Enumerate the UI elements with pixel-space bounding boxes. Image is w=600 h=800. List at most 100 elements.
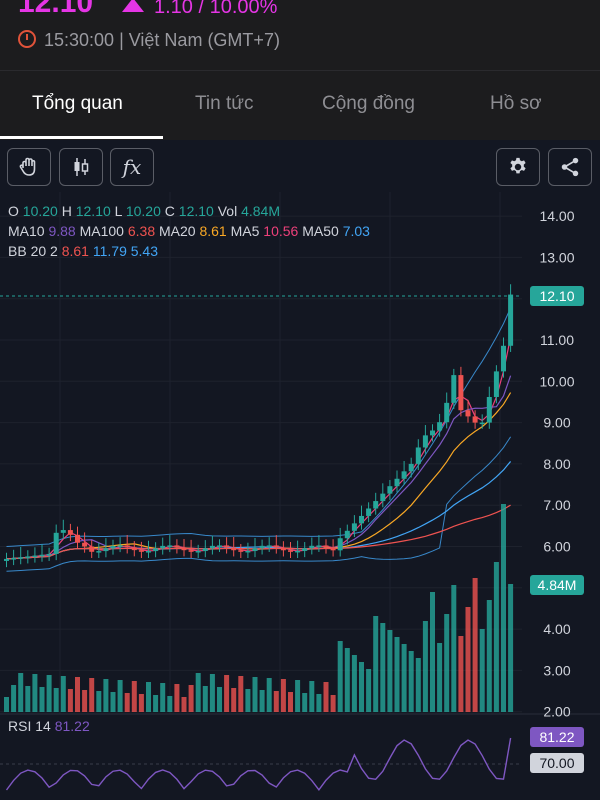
volume-bar	[238, 676, 244, 712]
volume-bar	[472, 578, 478, 712]
volume-label: Vol	[217, 203, 238, 219]
ma100-label: MA100	[79, 223, 124, 239]
candle-body	[401, 471, 407, 479]
volume-bar	[479, 629, 485, 712]
volume-bar	[46, 675, 52, 712]
hand-icon	[19, 157, 36, 176]
rsi-label: RSI 14	[8, 718, 51, 734]
candle-body	[32, 555, 38, 558]
bollinger-lower	[6, 436, 512, 572]
volume-bar	[160, 683, 166, 712]
gear-icon	[510, 157, 526, 174]
candle-body	[444, 402, 450, 423]
candle-body	[415, 447, 421, 464]
candle-body	[174, 545, 180, 548]
function-icon: fx	[122, 155, 142, 179]
candle-body	[153, 548, 159, 552]
volume-bar	[373, 616, 379, 712]
volume-bar	[430, 592, 435, 712]
volume-bar	[273, 691, 279, 712]
clock-icon	[18, 30, 36, 48]
tab-overview[interactable]: Tổng quan	[32, 93, 123, 114]
volume-bar	[302, 693, 308, 712]
ma20-label: MA20	[159, 223, 196, 239]
candle-body	[380, 493, 386, 502]
candle-body	[273, 545, 279, 548]
candle-body	[188, 550, 194, 552]
candle-body	[82, 542, 88, 547]
indicators-button[interactable]: fx	[110, 148, 154, 186]
tab-profile[interactable]: Hồ sơ	[490, 93, 542, 114]
volume-bar	[231, 688, 237, 712]
volume-bar	[351, 655, 357, 712]
bb-basis-value: 8.61	[61, 243, 89, 259]
price-axis: 14.0013.0012.0011.0010.009.008.007.006.0…	[539, 208, 574, 720]
candle-body	[39, 554, 45, 557]
volume-bar	[96, 691, 102, 712]
last-price-badge: 12.10	[530, 286, 584, 306]
candle-body	[366, 508, 372, 516]
candle-body	[146, 551, 151, 553]
candle-body	[117, 545, 123, 547]
share-button[interactable]	[548, 148, 592, 186]
ma-legend[interactable]: MA10 9.88 MA100 6.38 MA20 8.61 MA5 10.56…	[8, 223, 370, 239]
candle-body	[323, 545, 329, 548]
candle-body	[394, 478, 400, 487]
candle-body	[160, 545, 166, 549]
candle-body	[330, 547, 336, 551]
volume-bars	[4, 504, 514, 712]
candle-body	[11, 558, 17, 560]
chart-type-button[interactable]	[59, 148, 103, 186]
candle-body	[46, 553, 52, 556]
tab-news[interactable]: Tin tức	[195, 93, 254, 114]
candle-body	[53, 532, 59, 554]
candle-body	[124, 545, 130, 548]
close-label: C	[164, 203, 175, 219]
candle-body	[479, 422, 485, 425]
price-chart[interactable]: 14.0013.0012.0011.0010.009.008.007.006.0…	[0, 192, 600, 800]
bb-legend[interactable]: BB 20 2 8.61 11.79 5.43	[8, 243, 158, 259]
volume-bar	[401, 644, 407, 712]
candle-body	[131, 547, 137, 551]
candle-body	[508, 294, 514, 346]
ma100-value: 6.38	[127, 223, 156, 239]
candle-body	[181, 547, 187, 551]
candlestick-icon	[74, 158, 89, 176]
candle-body	[195, 551, 201, 553]
candle-body	[501, 345, 506, 372]
close-value: 12.10	[178, 203, 214, 219]
volume-bar	[486, 600, 492, 712]
price-change: 1.10 / 10.00%	[122, 0, 277, 19]
active-tab-indicator	[0, 136, 163, 139]
tab-community[interactable]: Cộng đồng	[322, 93, 415, 114]
candle-body	[4, 558, 9, 561]
up-arrow-icon	[122, 0, 144, 12]
rsi-legend[interactable]: RSI 14 81.22	[8, 718, 90, 734]
chart-canvas[interactable]: 14.0013.0012.0011.0010.009.008.007.006.0…	[0, 192, 600, 800]
moving-average-line	[6, 504, 511, 560]
bb-label: BB 20 2	[8, 243, 58, 259]
volume-bar	[501, 504, 506, 712]
bollinger-upper	[6, 307, 512, 547]
volume-badge: 4.84M	[530, 575, 584, 595]
volume-bar	[202, 686, 208, 712]
price-axis-tick: 2.00	[543, 704, 570, 720]
moving-average-line	[6, 375, 512, 560]
candle-body	[89, 546, 95, 552]
chart-toolbar: fx	[0, 140, 600, 192]
volume-bar	[138, 694, 144, 712]
volume-bar	[209, 674, 215, 712]
volume-bar	[60, 676, 66, 712]
candle-body	[103, 548, 109, 552]
volume-bar	[245, 689, 251, 712]
volume-bar	[117, 680, 123, 712]
candle-body	[238, 550, 244, 552]
hand-button[interactable]	[7, 148, 51, 186]
volume-bar	[124, 693, 130, 712]
candle-body	[302, 548, 308, 551]
candle-body	[67, 530, 73, 535]
price-axis-tick: 14.00	[539, 208, 574, 224]
volume-bar	[75, 677, 80, 712]
candle-body	[472, 416, 478, 423]
settings-button[interactable]	[496, 148, 540, 186]
